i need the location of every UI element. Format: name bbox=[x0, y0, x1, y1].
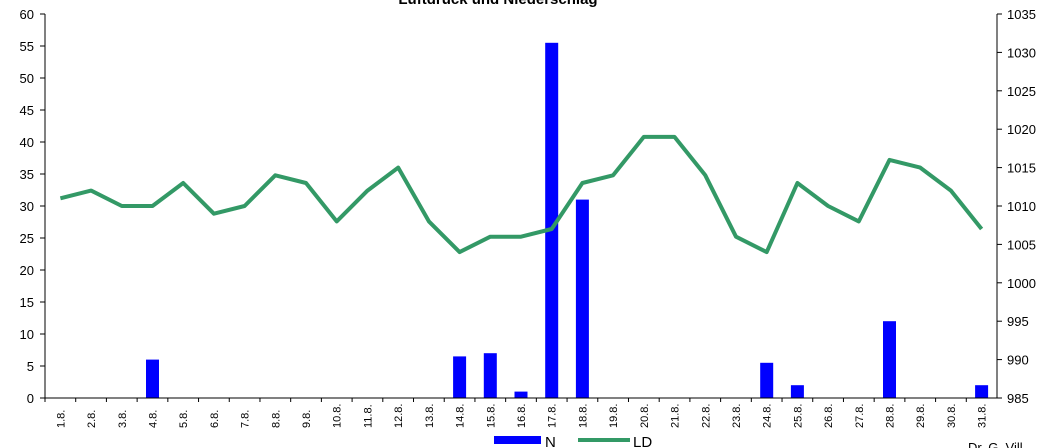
x-tick-label: 12.8. bbox=[393, 404, 405, 428]
x-tick-label: 13.8. bbox=[424, 404, 436, 428]
bar-15.8. bbox=[483, 353, 497, 398]
bar-28.8. bbox=[883, 321, 896, 398]
right-tick-label: 1035 bbox=[1007, 7, 1036, 22]
x-tick-label: 28.8. bbox=[885, 404, 897, 428]
x-tick-label: 7.8. bbox=[240, 410, 252, 428]
x-tick-label: 23.8. bbox=[731, 404, 743, 428]
left-tick-label: 40 bbox=[20, 135, 34, 150]
bar-17.8. bbox=[545, 42, 559, 399]
x-axis-ticks: 1.8. 2.8. 3.8. 4.8. 5.8. 6.8. 7.8. 8.8. 9.8. 10.8… bbox=[44, 398, 989, 428]
left-axis-ticks: 0 5 10 15 20 25 30 35 40 45 50 55 60 bbox=[20, 7, 45, 406]
x-tick-label: 2.8. bbox=[86, 410, 98, 428]
x-tick-label: 15.8. bbox=[485, 404, 497, 428]
right-tick-label: 1030 bbox=[1007, 45, 1036, 60]
right-tick-label: 1015 bbox=[1007, 161, 1036, 176]
legend: N LD bbox=[494, 434, 652, 448]
right-tick-label: 985 bbox=[1007, 391, 1029, 406]
x-tick-label: 26.8. bbox=[823, 404, 835, 428]
x-tick-label: 19.8. bbox=[608, 404, 620, 428]
left-tick-label: 50 bbox=[20, 71, 34, 86]
left-tick-label: 55 bbox=[20, 39, 34, 54]
x-tick-label: 24.8. bbox=[762, 404, 774, 428]
x-tick-label: 31.8. bbox=[977, 404, 989, 428]
x-tick-label: 16.8. bbox=[516, 404, 528, 428]
left-tick-label: 5 bbox=[27, 359, 34, 374]
bar-25.8. bbox=[790, 385, 804, 398]
bar-24.8. bbox=[760, 362, 774, 398]
bar-14.8. bbox=[453, 356, 467, 398]
x-tick-label: 8.8. bbox=[270, 410, 282, 428]
author-credit: Dr. G. Vill bbox=[968, 440, 1023, 448]
x-tick-label: 11.8. bbox=[362, 404, 374, 428]
legend-label-n: N bbox=[545, 434, 556, 448]
left-tick-label: 0 bbox=[27, 391, 34, 406]
x-tick-label: 1.8. bbox=[55, 410, 67, 428]
right-tick-label: 990 bbox=[1007, 353, 1029, 368]
right-tick-label: 1010 bbox=[1007, 199, 1036, 214]
x-tick-label: 9.8. bbox=[301, 410, 313, 428]
left-tick-label: 10 bbox=[20, 327, 34, 342]
x-tick-label: 5.8. bbox=[178, 410, 190, 428]
bar-series-n bbox=[146, 42, 989, 399]
x-tick-label: 30.8. bbox=[946, 404, 958, 428]
x-tick-label: 10.8. bbox=[332, 404, 344, 428]
x-tick-label: 25.8. bbox=[792, 404, 804, 428]
bar-16.8. bbox=[514, 391, 528, 398]
x-tick-label: 18.8. bbox=[577, 404, 589, 428]
left-tick-label: 20 bbox=[20, 263, 34, 278]
x-tick-label: 29.8. bbox=[915, 404, 927, 428]
legend-swatch-n bbox=[494, 436, 541, 444]
x-tick-label: 21.8. bbox=[670, 404, 682, 428]
left-tick-label: 60 bbox=[20, 7, 34, 22]
bar-18.8. bbox=[575, 199, 589, 398]
right-tick-label: 1025 bbox=[1007, 84, 1036, 99]
left-tick-label: 35 bbox=[20, 167, 34, 182]
left-tick-label: 45 bbox=[20, 103, 34, 118]
x-tick-label: 17.8. bbox=[547, 404, 559, 428]
right-tick-label: 1005 bbox=[1007, 237, 1036, 252]
x-tick-label: 27.8. bbox=[854, 404, 866, 428]
right-axis-ticks: 985 990 995 1000 1005 1010 1015 1020 1025 1030 103… bbox=[997, 7, 1036, 406]
x-tick-label: 4.8. bbox=[147, 410, 159, 428]
bar-31.8. bbox=[975, 385, 989, 398]
left-tick-label: 15 bbox=[20, 295, 34, 310]
x-tick-label: 14.8. bbox=[455, 404, 467, 428]
legend-label-ld: LD bbox=[633, 434, 652, 448]
x-tick-label: 22.8. bbox=[700, 404, 712, 428]
x-tick-label: 3.8. bbox=[117, 410, 129, 428]
left-tick-label: 30 bbox=[20, 199, 34, 214]
right-tick-label: 1020 bbox=[1007, 122, 1036, 137]
line-series-ld bbox=[59, 134, 984, 255]
chart-title: Luftdruck und Niederschlag bbox=[398, 0, 597, 8]
bar-4.8. bbox=[146, 359, 159, 398]
left-tick-label: 25 bbox=[20, 231, 34, 246]
right-tick-label: 1000 bbox=[1007, 276, 1036, 291]
x-tick-label: 20.8. bbox=[639, 404, 651, 428]
x-tick-label: 6.8. bbox=[209, 410, 221, 428]
right-tick-label: 995 bbox=[1007, 314, 1029, 329]
